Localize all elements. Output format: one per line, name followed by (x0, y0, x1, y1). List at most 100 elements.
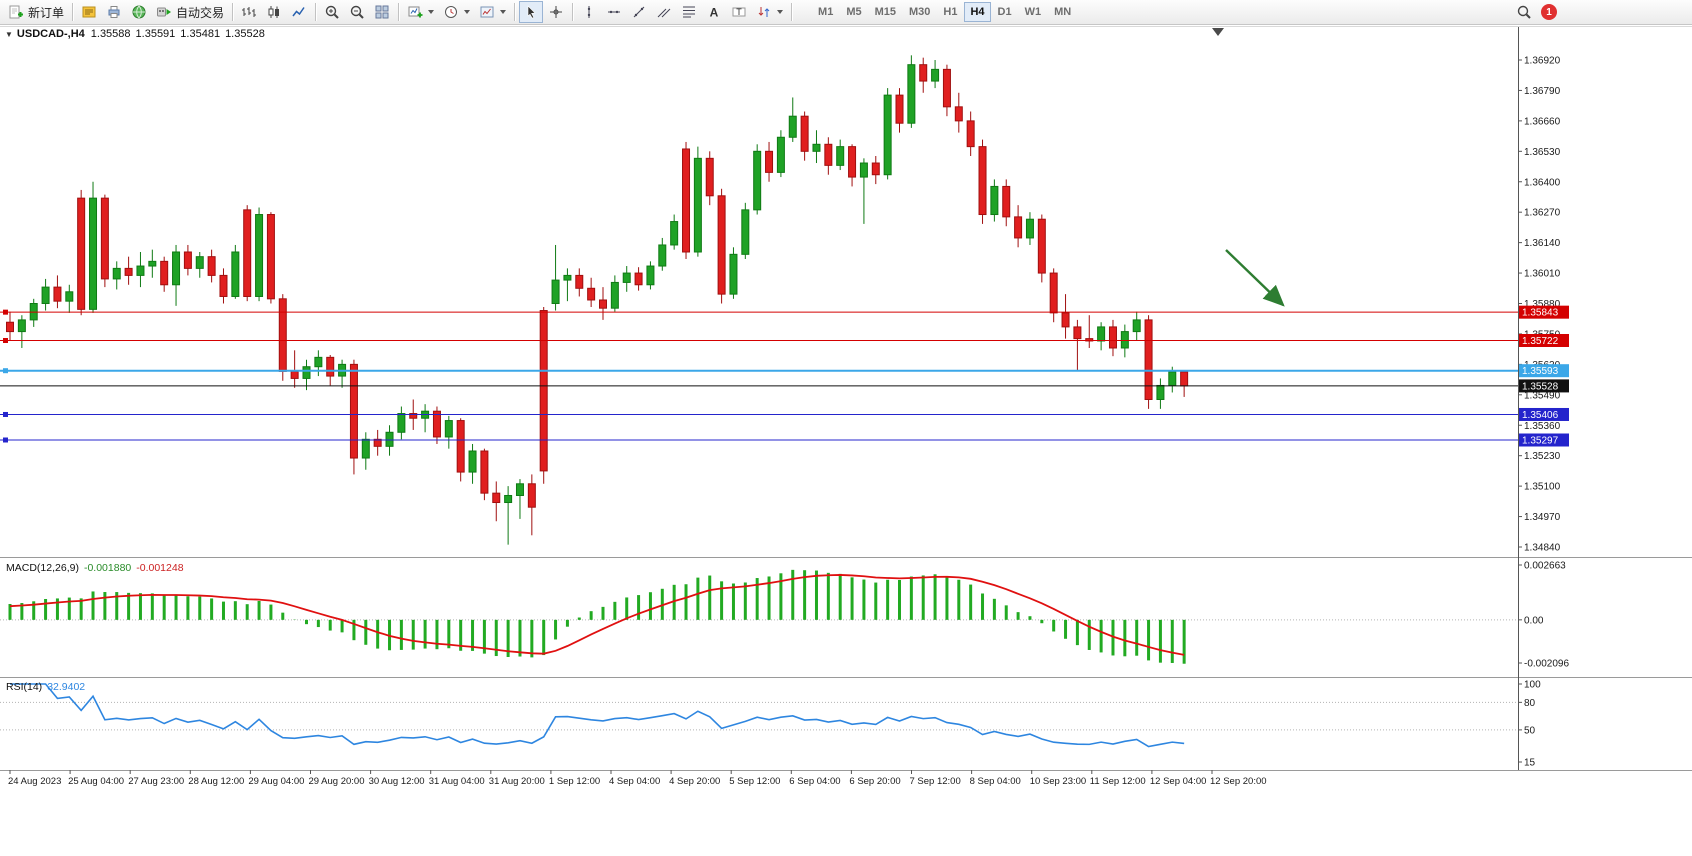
printer-button[interactable] (102, 1, 126, 23)
price-axis[interactable] (1518, 27, 1692, 770)
panel-separator[interactable] (0, 675, 1692, 680)
rsi-axis-label: 15 (1524, 758, 1536, 769)
line-handle[interactable] (3, 437, 8, 443)
timeframe-button-w1[interactable]: W1 (1019, 2, 1048, 22)
timeframe-toolbar: M1 M5 M15 M30 H1 H4 D1 W1 MN (812, 2, 1077, 22)
zoom-out-button[interactable] (345, 1, 369, 23)
bar-chart-icon (241, 4, 257, 20)
candle (575, 268, 584, 297)
line-chart-button[interactable] (287, 1, 311, 23)
chart-canvas[interactable]: 1.36920 1.36790 1.36660 1.36530 1.36400 1.362… (0, 25, 1692, 792)
candle (6, 311, 14, 341)
candle (705, 151, 714, 206)
candlestick-chart-button[interactable] (262, 1, 286, 23)
line-handle[interactable] (3, 368, 8, 374)
chart-title: ▼ USDCAD-,H4 1.35588 1.35591 1.35481 1.35528 (5, 28, 270, 40)
panel-separator[interactable] (0, 555, 1692, 560)
candle (824, 137, 833, 175)
time-axis-label: 28 Aug 12:00 (188, 776, 244, 787)
candle-body (373, 438, 382, 447)
candle-body (302, 366, 311, 379)
candle (1025, 212, 1034, 245)
candle (160, 256, 169, 292)
time-axis-label: 12 Sep 20:00 (1210, 776, 1267, 787)
cursor-button[interactable] (519, 1, 544, 23)
timeframe-button-m1[interactable]: M1 (812, 2, 839, 22)
text-label-button[interactable]: T (727, 1, 751, 23)
candle-body (1002, 185, 1011, 218)
timeframe-button-m5[interactable]: M5 (840, 2, 867, 22)
horizontal-line-button[interactable] (602, 1, 626, 23)
collapse-arrow-icon[interactable]: ▼ (5, 30, 13, 39)
svg-text:1.35528: 1.35528 (1522, 381, 1559, 392)
candle-body (942, 68, 951, 108)
new-order-button[interactable]: 新订单 (4, 1, 68, 23)
arrow-annotation[interactable] (1225, 249, 1285, 307)
candle (243, 205, 252, 302)
candle-body (1025, 218, 1034, 239)
candle-body (551, 279, 560, 305)
timeframe-button-h1[interactable]: H1 (937, 2, 963, 22)
line-handle[interactable] (3, 411, 8, 417)
candle (195, 251, 204, 278)
candle (658, 237, 667, 271)
notification-badge[interactable]: 1 (1541, 4, 1557, 20)
candle-body (563, 274, 572, 281)
time-axis-label: 31 Aug 20:00 (489, 776, 545, 787)
price-tag: 1.35297 (1519, 433, 1569, 447)
text-button[interactable]: A (702, 1, 726, 23)
symbol-period: USDCAD-,H4 (16, 28, 85, 40)
timeframe-button-d1[interactable]: D1 (992, 2, 1018, 22)
editor-button[interactable] (77, 1, 101, 23)
candle-body (776, 136, 785, 173)
line-handle[interactable] (3, 337, 8, 343)
zoom-in-button[interactable] (320, 1, 344, 23)
candle-body (931, 68, 940, 82)
candle-body (100, 197, 109, 280)
time-axis-label: 30 Aug 12:00 (369, 776, 425, 787)
autotrading-button[interactable]: 自动交易 (152, 1, 228, 23)
candle (290, 350, 299, 388)
candle-body (1120, 331, 1129, 349)
candle-body (243, 209, 252, 297)
candle-body (836, 146, 845, 166)
timeframe-button-m15[interactable]: M15 (869, 2, 902, 22)
candle-body (504, 494, 513, 504)
candle-body (17, 319, 26, 333)
period-button[interactable] (439, 1, 474, 23)
rsi-axis-label: 80 (1524, 698, 1536, 709)
fibonacci-button[interactable] (677, 1, 701, 23)
candle-body (610, 281, 619, 309)
timeframe-button-h4[interactable]: H4 (964, 2, 991, 22)
templates-button[interactable] (475, 1, 510, 23)
candle-body (1061, 312, 1070, 328)
candle-body (575, 274, 584, 289)
globe-button[interactable] (127, 1, 151, 23)
search-button[interactable] (1512, 1, 1536, 23)
bar-chart-button[interactable] (237, 1, 261, 23)
toolbar-separator (72, 3, 74, 21)
candle-body (468, 450, 477, 473)
arrows-button[interactable] (752, 1, 787, 23)
autotrading-label: 自动交易 (176, 5, 225, 20)
macd-indicator-label: MACD(12,26,9) -0.001880 -0.001248 (6, 562, 184, 574)
timeframe-button-m30[interactable]: M30 (903, 2, 936, 22)
candle-body (444, 420, 453, 438)
candle-body (539, 310, 548, 472)
candle (741, 202, 750, 260)
new-chart-button[interactable] (403, 1, 438, 23)
line-handle[interactable] (3, 309, 8, 315)
cursor-icon (523, 4, 539, 20)
time-axis[interactable] (0, 771, 1692, 789)
chart-shift-marker[interactable] (1212, 28, 1224, 36)
crosshair-button[interactable] (544, 1, 568, 23)
candle (919, 57, 928, 93)
timeframe-button-mn[interactable]: MN (1048, 2, 1077, 22)
line-chart-icon (291, 4, 307, 20)
candle-body (6, 321, 14, 333)
tile-windows-button[interactable] (370, 1, 394, 23)
trendline-button[interactable] (627, 1, 651, 23)
vertical-line-button[interactable] (577, 1, 601, 23)
channel-button[interactable] (652, 1, 676, 23)
candle (444, 415, 453, 449)
